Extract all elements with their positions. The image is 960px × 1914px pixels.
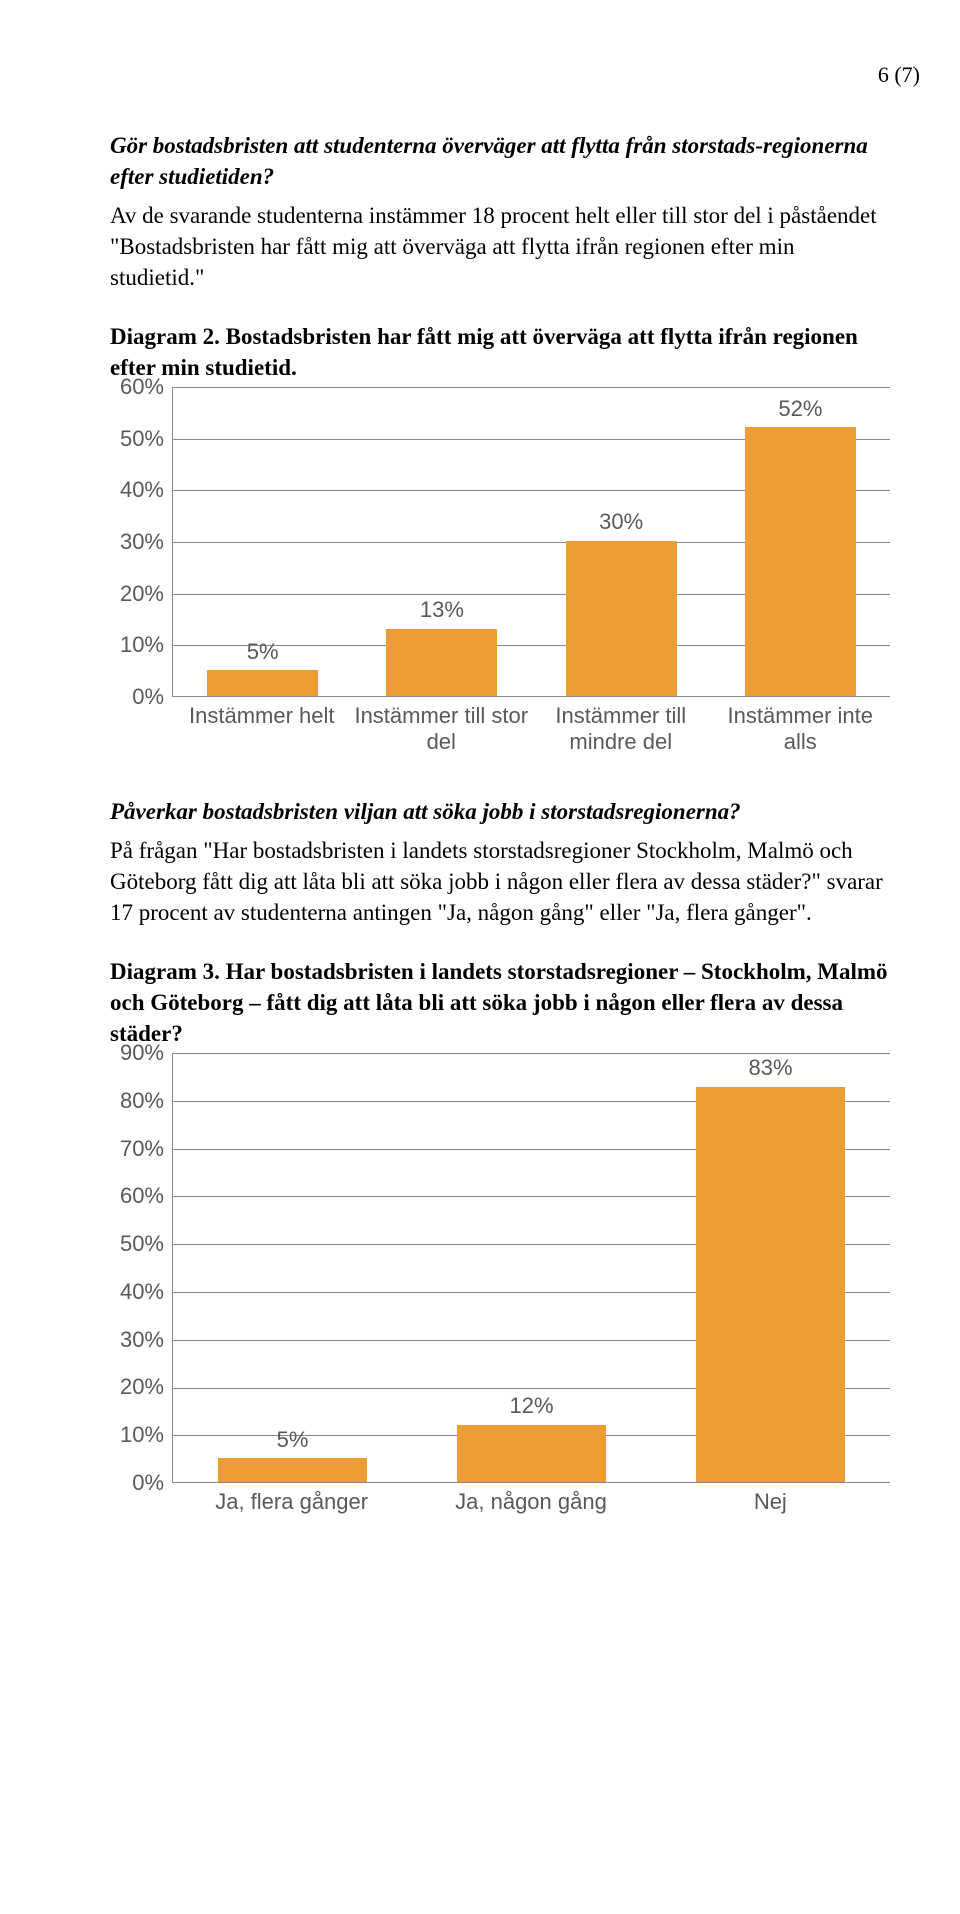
bar-column: 13% <box>352 387 531 696</box>
x-tick-label: Nej <box>651 1489 890 1515</box>
chart2-caption-rest: Har bostadsbristen i landets storstadsre… <box>110 959 888 1046</box>
chart2-caption: Diagram 3. Har bostadsbristen i landets … <box>110 956 890 1049</box>
bar-rect <box>207 670 318 696</box>
x-tick-label: Ja, flera gånger <box>172 1489 411 1515</box>
chart-x-labels: Instämmer heltInstämmer till stor delIns… <box>172 703 890 756</box>
bar-rect <box>745 427 856 696</box>
chart-y-axis: 60%50%40%30%20%10%0% <box>110 387 172 697</box>
bar-value-label: 13% <box>420 595 464 625</box>
bar-column: 83% <box>651 1053 890 1482</box>
section2-body: På frågan "Har bostadsbristen i landets … <box>110 835 890 928</box>
bar-rect <box>457 1425 605 1482</box>
chart1-caption: Diagram 2. Bostadsbristen har fått mig a… <box>110 321 890 383</box>
section1-heading: Gör bostadsbristen att studenterna överv… <box>110 130 890 192</box>
chart-plot-area: 5% 12% 83% <box>172 1053 890 1483</box>
chart-x-labels: Ja, flera gångerJa, någon gångNej <box>172 1489 890 1515</box>
chart2-caption-lead: Diagram 3. <box>110 959 220 984</box>
chart2: 90%80%70%60%50%40%30%20%10%0% 5% 12% 83% Ja,… <box>110 1053 890 1515</box>
chart-bars: 5% 12% 83% <box>173 1053 890 1482</box>
bar-rect <box>566 541 677 696</box>
section1-body: Av de svarande studenterna instämmer 18 … <box>110 200 890 293</box>
section2-heading: Påverkar bostadsbristen viljan att söka … <box>110 796 890 827</box>
bar-value-label: 5% <box>277 1425 309 1455</box>
x-tick-label: Instämmer helt <box>172 703 352 756</box>
page-number: 6 (7) <box>110 60 920 90</box>
bar-rect <box>386 629 497 696</box>
x-tick-label: Ja, någon gång <box>411 1489 650 1515</box>
bar-column: 52% <box>711 387 890 696</box>
bar-column: 5% <box>173 1053 412 1482</box>
bar-column: 30% <box>532 387 711 696</box>
bar-value-label: 52% <box>778 394 822 424</box>
chart-plot-area: 5% 13% 30% 52% <box>172 387 890 697</box>
x-tick-label: Instämmer till mindre del <box>531 703 711 756</box>
chart1-caption-rest: Bostadsbristen har fått mig att överväga… <box>110 324 858 380</box>
bar-column: 5% <box>173 387 352 696</box>
bar-rect <box>696 1087 844 1482</box>
chart-y-axis: 90%80%70%60%50%40%30%20%10%0% <box>110 1053 172 1483</box>
bar-value-label: 5% <box>247 637 279 667</box>
x-tick-label: Instämmer inte alls <box>711 703 891 756</box>
bar-rect <box>218 1458 366 1482</box>
bar-value-label: 12% <box>509 1391 553 1421</box>
x-tick-label: Instämmer till stor del <box>352 703 532 756</box>
chart-bars: 5% 13% 30% 52% <box>173 387 890 696</box>
bar-column: 12% <box>412 1053 651 1482</box>
bar-value-label: 83% <box>748 1053 792 1083</box>
bar-value-label: 30% <box>599 507 643 537</box>
chart1-caption-lead: Diagram 2. <box>110 324 220 349</box>
chart1: 60%50%40%30%20%10%0% 5% 13% 30% 52% Instämmer… <box>110 387 890 756</box>
